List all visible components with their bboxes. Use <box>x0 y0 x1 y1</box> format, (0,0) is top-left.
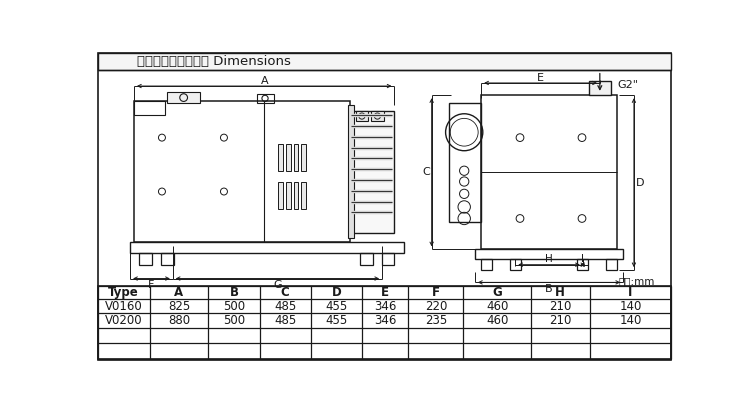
Bar <box>134 101 165 115</box>
Bar <box>256 94 274 103</box>
Text: 455: 455 <box>326 314 347 327</box>
Bar <box>294 182 298 209</box>
Text: E: E <box>537 72 544 83</box>
Text: B: B <box>230 286 238 299</box>
Bar <box>356 111 368 121</box>
Bar <box>578 259 588 270</box>
Bar <box>167 92 200 103</box>
Text: F: F <box>148 280 154 290</box>
Text: I: I <box>628 286 632 299</box>
Text: 220: 220 <box>424 300 447 313</box>
Bar <box>371 111 383 121</box>
Text: 單位:mm: 單位:mm <box>618 276 655 287</box>
Text: E: E <box>381 286 389 299</box>
Text: I: I <box>581 254 584 264</box>
Text: H: H <box>555 286 566 299</box>
Text: 485: 485 <box>274 314 296 327</box>
Bar <box>482 259 492 270</box>
Text: 500: 500 <box>223 314 245 327</box>
Bar <box>350 111 394 233</box>
Text: B: B <box>545 283 553 294</box>
Bar <box>382 253 394 265</box>
Text: C: C <box>280 286 290 299</box>
Text: 外型尺寸及安裝尺寸 Dimensions: 外型尺寸及安裝尺寸 Dimensions <box>137 55 291 68</box>
Text: 460: 460 <box>486 300 508 313</box>
Bar <box>510 259 520 270</box>
Text: G: G <box>273 280 282 290</box>
Text: Type: Type <box>108 286 139 299</box>
Bar <box>448 103 482 222</box>
Text: 210: 210 <box>549 314 572 327</box>
Bar <box>482 95 616 249</box>
Text: F: F <box>432 286 440 299</box>
Bar <box>130 243 404 253</box>
Bar <box>286 182 290 209</box>
Text: 346: 346 <box>374 300 396 313</box>
Bar <box>360 253 373 265</box>
Text: D: D <box>332 286 341 299</box>
Text: 346: 346 <box>374 314 396 327</box>
Bar <box>98 53 671 70</box>
Text: G2": G2" <box>617 79 638 90</box>
Bar <box>140 253 152 265</box>
Text: V0200: V0200 <box>105 314 142 327</box>
Bar <box>294 144 298 171</box>
Bar <box>302 144 306 171</box>
Text: A: A <box>260 76 268 85</box>
Text: 140: 140 <box>620 300 641 313</box>
Text: A: A <box>175 286 184 299</box>
Bar <box>98 286 671 360</box>
Text: D: D <box>636 178 644 188</box>
Bar <box>134 101 350 243</box>
Text: 455: 455 <box>326 300 347 313</box>
Bar <box>606 259 616 270</box>
Text: 140: 140 <box>620 314 641 327</box>
Bar <box>278 182 283 209</box>
Text: C: C <box>422 167 430 177</box>
Bar <box>302 182 306 209</box>
Text: 500: 500 <box>223 300 245 313</box>
Text: 210: 210 <box>549 300 572 313</box>
Text: 460: 460 <box>486 314 508 327</box>
Bar <box>278 144 283 171</box>
Bar <box>161 253 173 265</box>
Bar <box>286 144 290 171</box>
Text: G: G <box>492 286 502 299</box>
Text: V0160: V0160 <box>105 300 142 313</box>
Text: H: H <box>545 254 553 264</box>
Bar <box>589 81 610 95</box>
Text: 235: 235 <box>424 314 447 327</box>
Text: 880: 880 <box>168 314 190 327</box>
Bar <box>475 249 623 259</box>
Text: 825: 825 <box>168 300 190 313</box>
Text: 485: 485 <box>274 300 296 313</box>
Bar <box>348 105 354 238</box>
